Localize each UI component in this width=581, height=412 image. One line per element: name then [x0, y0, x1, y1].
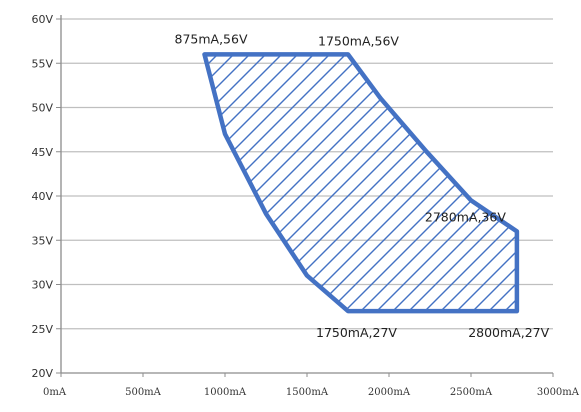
hatch-line: [204, 54, 497, 312]
hatch-line: [204, 54, 369, 312]
hatch-line: [327, 54, 517, 312]
hatch-line: [263, 54, 517, 312]
x-tick-label: 500mA: [125, 387, 162, 398]
y-tick-label: 55V: [31, 57, 53, 70]
hatch-line: [204, 54, 517, 312]
point-annotation: 2780mA,36V: [425, 209, 506, 224]
grid: [61, 18, 553, 330]
hatch-line: [0, 0, 176, 408]
hatch-line: [204, 54, 433, 312]
hatch-line: [0, 0, 128, 408]
hatch-line: [204, 54, 401, 312]
hatch-line: [520, 0, 581, 408]
hatch-line: [0, 0, 160, 408]
point-annotation: 1750mA,27V: [316, 325, 397, 340]
hatch-line: [343, 54, 517, 312]
hatch-line: [204, 54, 337, 312]
hatch-line: [204, 54, 449, 312]
hatch-line: [231, 54, 517, 312]
hatch-line: [536, 0, 581, 408]
hatch-line: [0, 0, 16, 408]
hatch-line: [204, 54, 517, 312]
hatch-line: [204, 54, 321, 312]
hatch-line: [423, 54, 517, 312]
hatch-line: [0, 0, 192, 408]
y-tick-label: 35V: [31, 234, 53, 247]
hatch-line: [215, 54, 517, 312]
hatch-line: [359, 54, 517, 312]
point-annotation: 875mA,56V: [175, 31, 248, 46]
hatch-line: [204, 54, 353, 312]
annotations: 875mA,56V 1750mA,56V 2780mA,36V 1750mA,27V 2…: [175, 31, 550, 340]
hatch-line: [568, 0, 581, 408]
y-tick-label: 45V: [31, 146, 53, 159]
y-tick-label: 25V: [31, 323, 53, 336]
y-tick-label: 50V: [31, 102, 53, 115]
x-tick-label: 1500mA: [286, 387, 329, 398]
hatch-line: [204, 54, 517, 312]
hatch-line: [0, 0, 112, 408]
hatch-line: [204, 54, 481, 312]
y-tick-label: 30V: [31, 279, 53, 292]
hatch-line: [247, 54, 517, 312]
hatch-line: [503, 54, 517, 312]
hatch-line: [204, 54, 289, 312]
y-tick-label: 40V: [31, 190, 53, 203]
x-tick-label: 3000mA: [537, 387, 580, 398]
y-tick-label: 60V: [31, 13, 53, 26]
hatch-line: [204, 54, 305, 312]
x-tick-label: 2500mA: [450, 387, 493, 398]
hatch-line: [204, 54, 517, 312]
axes: 20V 25V 30V 35V 40V 45V 50V 55V 60V 0mA 500mA 1000m…: [31, 13, 579, 398]
hatch-line: [204, 54, 517, 312]
hatch-line: [279, 54, 517, 312]
hatch-line: [204, 54, 513, 312]
point-annotation: 1750mA,56V: [318, 33, 399, 48]
y-tick-label: 20V: [31, 367, 53, 380]
x-tick-label: 0mA: [43, 387, 67, 398]
hatch-line: [0, 0, 32, 408]
hatch-line: [471, 54, 517, 312]
hatch-line: [487, 54, 517, 312]
x-tick-label: 1000mA: [204, 387, 247, 398]
hatch-line: [204, 54, 517, 312]
x-tick-label: 2000mA: [368, 387, 411, 398]
region-outline-group: [202, 52, 520, 314]
region-outline: [202, 52, 520, 314]
hatch-line: [0, 0, 144, 408]
hatch-line: [439, 54, 517, 312]
hatch-line: [552, 0, 581, 408]
point-annotation: 2800mA,27V: [468, 325, 549, 340]
hatch-line: [407, 54, 517, 312]
hatch-line: [204, 54, 385, 312]
